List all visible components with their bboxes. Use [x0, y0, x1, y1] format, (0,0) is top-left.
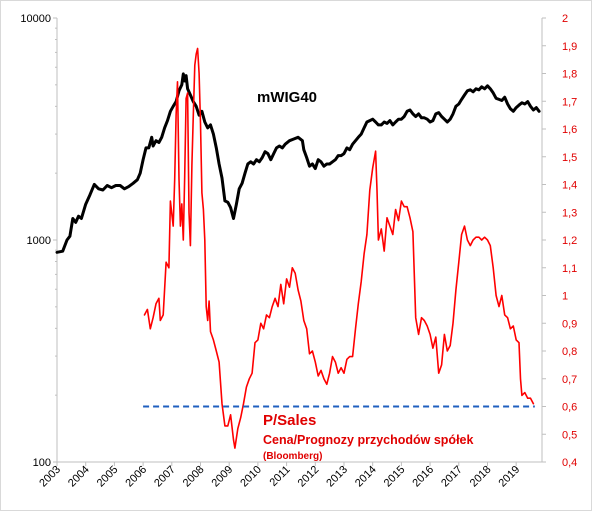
- x-tick-label: 2009: [210, 464, 236, 490]
- right-tick-label: 1,1: [562, 263, 577, 275]
- x-tick-label: 2010: [238, 464, 264, 490]
- right-tick-label: 1,4: [562, 180, 577, 192]
- x-tick-label: 2004: [66, 464, 92, 490]
- mwig40-label: mWIG40: [257, 89, 317, 106]
- right-tick-label: 0,5: [562, 429, 577, 441]
- right-tick-label: 1,3: [562, 207, 577, 219]
- right-tick-label: 2: [562, 13, 568, 25]
- psales-source-label: (Bloomberg): [263, 451, 322, 462]
- x-tick-label: 2013: [324, 464, 350, 490]
- psales-subtitle-label: Cena/Prognozy przychodów spółek: [263, 433, 473, 447]
- psales-title-label: P/Sales: [263, 412, 316, 429]
- x-tick-label: 2006: [123, 464, 149, 490]
- x-tick-label: 2018: [468, 464, 494, 490]
- x-tick-label: 2017: [439, 464, 465, 490]
- x-tick-label: 2008: [181, 464, 207, 490]
- right-tick-label: 1,7: [562, 96, 577, 108]
- right-tick-label: 0,6: [562, 402, 577, 414]
- x-tick-label: 2016: [410, 464, 436, 490]
- x-tick-label: 2014: [353, 464, 379, 490]
- annotation-labels: mWIG40 P/Sales Cena/Prognozy przychodów …: [257, 89, 473, 462]
- x-tick-label: 2007: [152, 464, 178, 490]
- x-tick-label: 2019: [496, 464, 522, 490]
- series-layer: [55, 47, 541, 449]
- mwig40-series-line: [55, 72, 541, 254]
- left-tick-label: 100: [33, 457, 51, 469]
- right-tick-label: 1,2: [562, 235, 577, 247]
- right-tick-label: 0,8: [562, 346, 577, 358]
- x-tick-label: 2015: [382, 464, 408, 490]
- x-tick-label: 2012: [296, 464, 322, 490]
- right-tick-label: 1,9: [562, 41, 577, 53]
- left-tick-labels: 100 1000 10000: [20, 13, 57, 469]
- right-tick-label: 1,6: [562, 124, 577, 136]
- right-tick-labels: 0,4 0,5 0,6 0,7 0,8 0,9 1 1,1 1,2 1,3 1,4 1,5 1,6 1,7…: [542, 13, 577, 469]
- right-tick-label: 0,4: [562, 457, 577, 469]
- right-tick-label: 1,8: [562, 69, 577, 81]
- left-tick-label: 10000: [20, 13, 51, 25]
- right-tick-label: 0,9: [562, 318, 577, 330]
- left-tick-label: 1000: [27, 235, 51, 247]
- right-tick-label: 1: [562, 291, 568, 303]
- right-tick-label: 1,5: [562, 152, 577, 164]
- right-tick-label: 0,7: [562, 374, 577, 386]
- x-tick-label: 2011: [267, 464, 292, 489]
- x-tick-labels: 2003 2004 2005 2006 2007 2008 2009 2010 2011 2012…: [37, 462, 522, 489]
- psales-series-line: [143, 47, 535, 449]
- axes: [56, 18, 543, 463]
- x-tick-label: 2005: [95, 464, 121, 490]
